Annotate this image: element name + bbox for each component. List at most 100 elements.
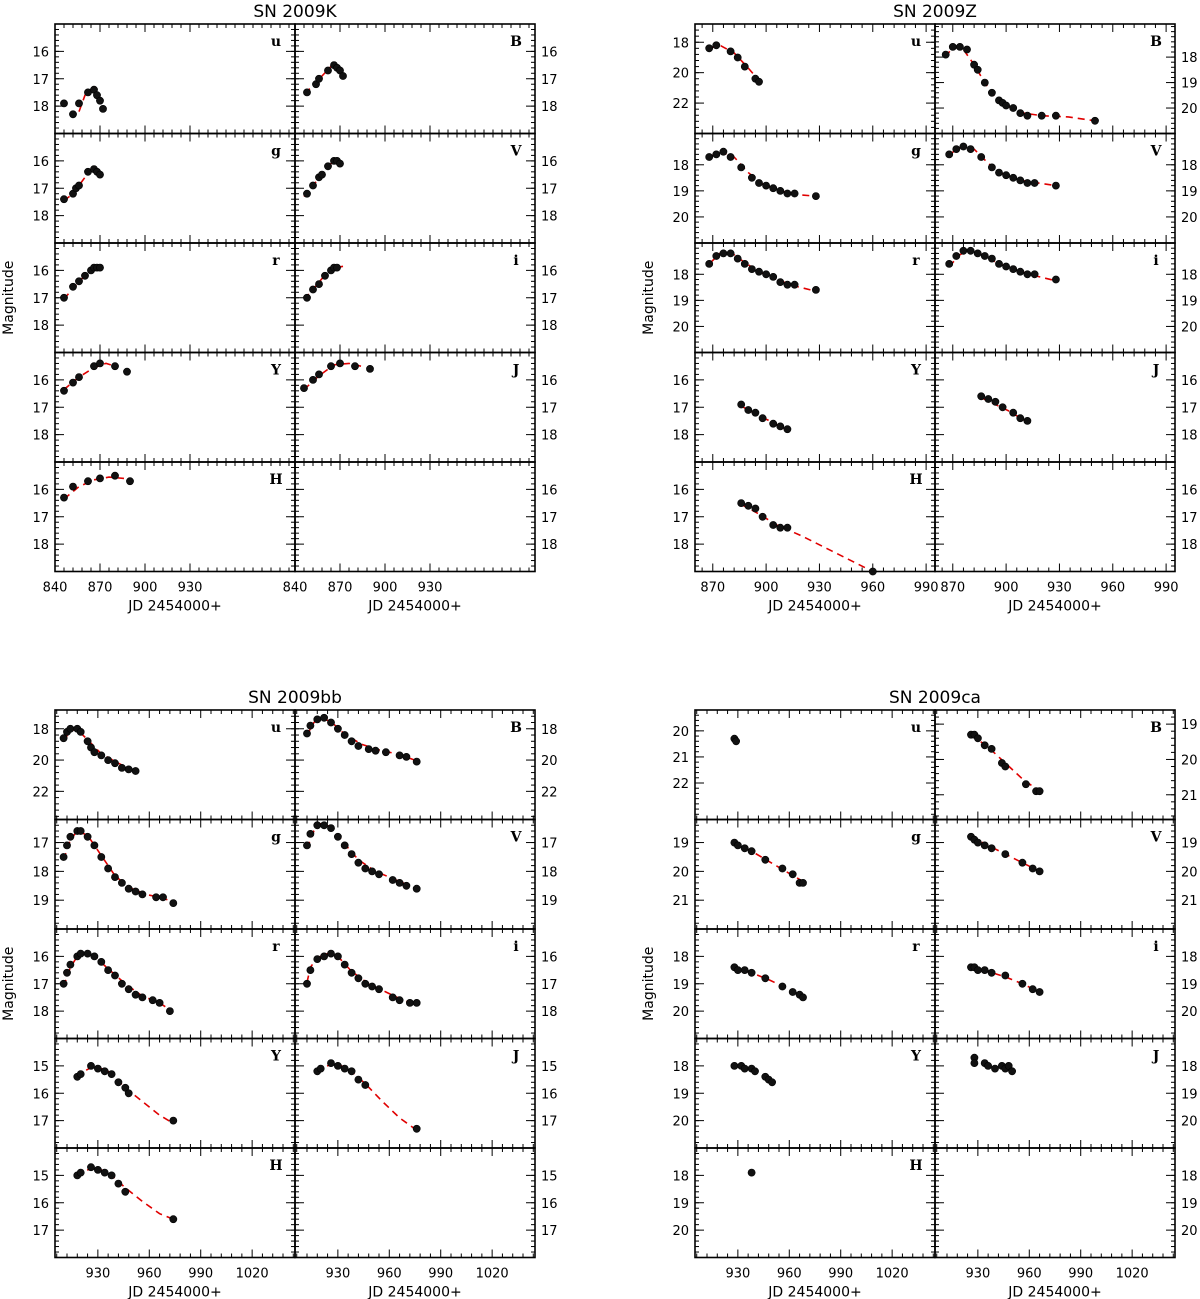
- x-tick-label: 990: [828, 1267, 853, 1282]
- data-point: [63, 968, 71, 977]
- data-point: [719, 147, 728, 156]
- data-point: [347, 1067, 356, 1076]
- x-tick-label: 840: [283, 581, 308, 596]
- data-point: [1001, 850, 1010, 858]
- y-tick-label: 19: [672, 185, 689, 200]
- y-tick-label: 19: [1181, 294, 1198, 309]
- panel-frame: [54, 132, 296, 244]
- data-point: [83, 949, 92, 958]
- panel-frame: [694, 928, 936, 1040]
- panel-frame: [694, 242, 936, 354]
- data-point: [97, 853, 106, 861]
- band-label: H: [269, 472, 282, 488]
- panel: 18 19 20 g: [672, 132, 936, 244]
- y-tick-label: 18: [672, 538, 689, 553]
- data-point: [1023, 416, 1032, 425]
- data-point: [111, 471, 119, 480]
- data-point: [327, 949, 335, 958]
- y-tick-label: 18: [1181, 538, 1198, 553]
- data-point: [998, 403, 1007, 412]
- data-point: [104, 756, 112, 764]
- y-tick-label: 18: [541, 319, 558, 334]
- panel-frame: [934, 461, 1176, 573]
- data-point: [375, 985, 383, 994]
- y-tick-label: 16: [1181, 374, 1198, 389]
- y-tick-label: 16: [541, 950, 558, 965]
- data-point: [984, 1062, 992, 1070]
- y-tick-label: 18: [672, 1169, 689, 1184]
- x-tick-label: 900: [373, 581, 398, 596]
- y-tick-label: 17: [541, 837, 558, 852]
- data-point: [59, 853, 68, 861]
- data-point: [1030, 270, 1039, 279]
- y-axis-title: Magnitude: [641, 261, 657, 335]
- y-tick-label: 16: [1181, 483, 1198, 498]
- y-tick-label: 16: [541, 374, 558, 389]
- band-label: V: [510, 830, 523, 846]
- data-point: [948, 43, 957, 51]
- band-label: J: [511, 363, 520, 379]
- data-point: [96, 474, 104, 483]
- data-point: [984, 395, 993, 403]
- data-point: [1016, 176, 1025, 185]
- data-point: [60, 386, 68, 395]
- y-tick-label: 19: [672, 294, 689, 309]
- data-point: [1009, 265, 1018, 273]
- panel-frame: [934, 928, 1176, 1040]
- data-point: [790, 280, 799, 289]
- band-label: Y: [910, 363, 922, 379]
- data-point: [1035, 787, 1044, 796]
- data-point: [87, 1163, 95, 1172]
- data-point: [114, 1078, 123, 1087]
- y-tick-label: 15: [32, 1060, 49, 1075]
- data-point: [730, 1062, 739, 1070]
- data-point: [315, 370, 323, 379]
- data-point: [90, 952, 99, 961]
- data-point: [980, 78, 989, 87]
- data-point: [84, 477, 92, 486]
- data-point: [1052, 275, 1060, 284]
- y-tick-label: 20: [1181, 211, 1198, 226]
- band-label: r: [272, 939, 280, 955]
- panel: 17 18 19 g: [32, 818, 296, 930]
- data-point: [966, 145, 975, 153]
- data-point: [726, 47, 735, 56]
- data-point: [354, 858, 363, 867]
- x-tick-label: 990: [1068, 1267, 1093, 1282]
- data-point: [131, 767, 140, 775]
- y-tick-label: 20: [1181, 1005, 1198, 1020]
- band-label: u: [271, 720, 281, 736]
- data-point: [970, 1059, 979, 1067]
- data-point: [974, 734, 982, 743]
- data-point: [712, 252, 721, 260]
- data-point: [321, 271, 329, 280]
- data-point: [76, 728, 85, 736]
- data-point: [354, 742, 363, 750]
- data-point: [1028, 985, 1037, 994]
- x-tick-label: 1020: [236, 1267, 269, 1282]
- data-point: [737, 163, 746, 172]
- data-point: [124, 765, 133, 774]
- x-tick-label: 990: [1154, 581, 1179, 596]
- band-label: H: [909, 472, 922, 488]
- data-point: [776, 186, 785, 195]
- data-point: [159, 893, 167, 902]
- x-tick-label: 990: [428, 1267, 453, 1282]
- data-point: [769, 419, 778, 428]
- data-point: [368, 867, 376, 876]
- x-tick-label: 930: [807, 581, 832, 596]
- y-tick-label: 20: [672, 865, 689, 880]
- data-point: [402, 881, 411, 890]
- data-point: [366, 364, 374, 373]
- data-point: [340, 731, 349, 739]
- fit-curve: [76, 1065, 174, 1125]
- data-point: [868, 567, 877, 576]
- panel: 15 16 17 930 960 990 1020: [294, 1147, 558, 1282]
- data-point: [104, 966, 112, 974]
- y-tick-label: 19: [1181, 1087, 1198, 1102]
- y-tick-label: 18: [1181, 159, 1198, 174]
- data-point: [726, 153, 735, 161]
- data-point: [96, 359, 104, 368]
- data-point: [118, 764, 126, 772]
- band-label: u: [911, 34, 921, 50]
